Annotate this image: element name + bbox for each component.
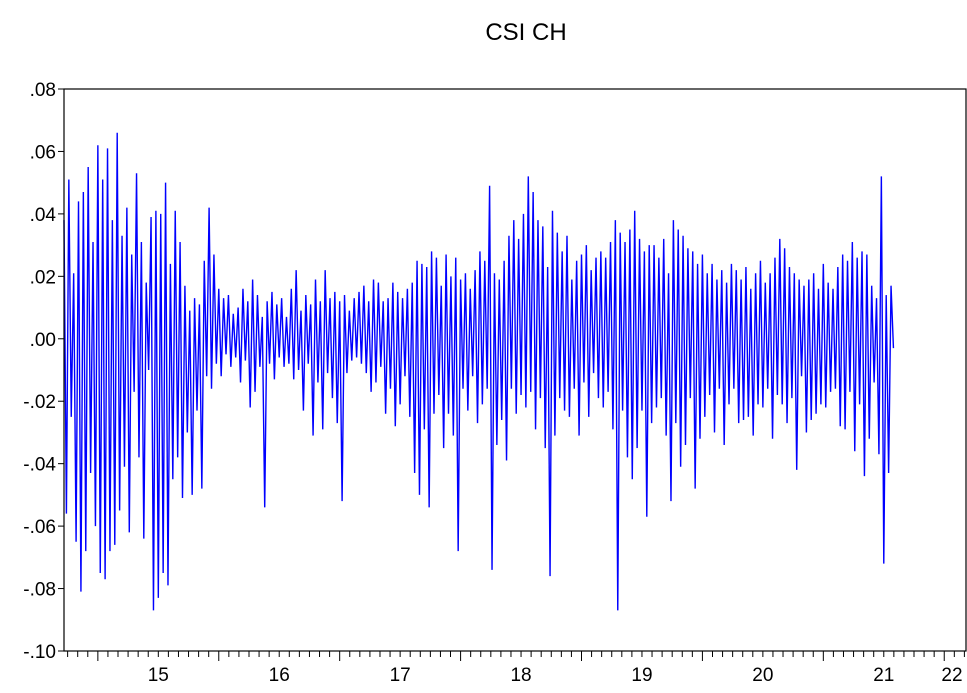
x-tick-label: 16	[269, 665, 290, 686]
x-tick-label: 17	[390, 665, 411, 686]
y-tick-label: .00	[30, 330, 56, 351]
x-axis: 15 16 17 18 19 20 21 22	[67, 651, 965, 686]
x-tick-label: 19	[631, 665, 652, 686]
y-tick-label: -.10	[23, 642, 56, 663]
y-axis: .08 .06 .04 .02 .00 -.02 -.04 -.06 -.08 -.10	[23, 80, 64, 663]
y-tick-label: .08	[30, 80, 56, 101]
plot-frame	[63, 88, 967, 652]
x-tick-label: 15	[148, 665, 169, 686]
y-tick-label: -.06	[23, 517, 56, 538]
y-tick-label: .06	[30, 142, 56, 163]
y-tick-label: .04	[30, 205, 57, 226]
x-tick-label: 18	[510, 665, 531, 686]
y-tick-label: .02	[30, 267, 56, 288]
x-tick-label: 20	[752, 665, 773, 686]
y-tick-label: -.02	[23, 392, 56, 413]
y-tick-label: -.04	[23, 455, 56, 476]
x-tick-label: 22	[941, 665, 962, 686]
x-tick-label: 21	[873, 665, 894, 686]
chart-title: CSI CH	[485, 19, 566, 46]
y-tick-label: -.08	[23, 580, 56, 601]
series-line	[63, 132, 895, 611]
